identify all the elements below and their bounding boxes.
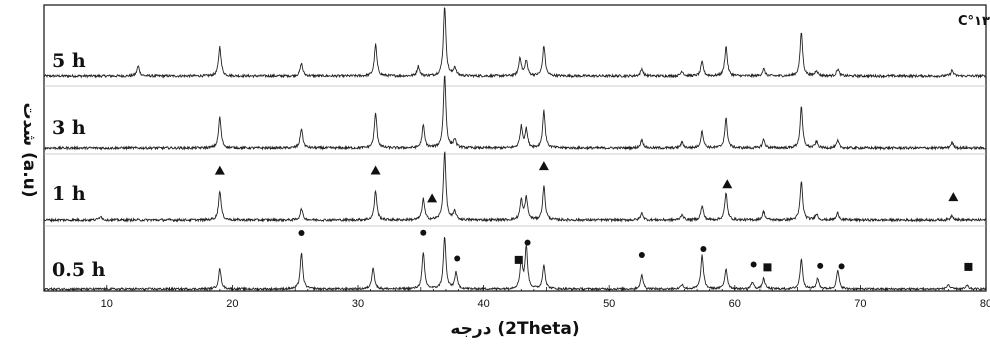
x-tick-label: 60 [729,298,741,310]
circle-marker [298,230,305,237]
x-tick-label: 20 [226,298,238,310]
circle-marker [454,255,461,262]
circle-marker [638,252,645,259]
square-marker [763,263,772,272]
series-label: 3 h [52,117,86,139]
triangle-marker [538,161,549,171]
series-line [43,75,987,151]
phase-annotation: ۶٪ کلرید منیزیم - ۱۳۰۰°C [958,14,990,29]
circle-marker [838,263,845,270]
series-line [43,151,987,223]
x-tick-label: 80 [980,298,990,310]
x-tick-label: 50 [603,298,615,310]
phase-markers [214,161,973,272]
series-label: 5 h [52,50,86,72]
series-label: 1 h [52,183,86,205]
circle-marker [524,239,531,246]
x-tick-label: 10 [101,298,113,310]
triangle-marker [427,193,438,203]
series-lines [43,7,987,292]
square-marker [964,262,973,271]
circle-marker [420,229,427,236]
series-line [43,236,987,292]
x-tick-label: 30 [352,298,364,310]
circle-marker [817,262,824,269]
triangle-marker [722,179,733,189]
square-marker [514,255,523,264]
series-labels: 5 h 3 h 1 h 0.5 h [52,50,106,281]
series-line [43,7,987,79]
y-axis-title: شدت (a.u) [19,102,39,197]
triangle-marker [948,192,959,202]
series-label: 0.5 h [52,259,106,281]
panel-dividers [44,85,986,227]
x-axis-title: درجه (2Theta) [450,319,579,339]
triangle-marker [214,165,225,175]
x-axis-ticks: 10 20 30 40 50 60 70 80 [43,285,990,310]
circle-marker [750,261,757,268]
circle-marker [700,245,707,252]
x-tick-label: 70 [854,298,866,310]
x-tick-label: 40 [477,298,489,310]
triangle-marker [370,165,381,175]
